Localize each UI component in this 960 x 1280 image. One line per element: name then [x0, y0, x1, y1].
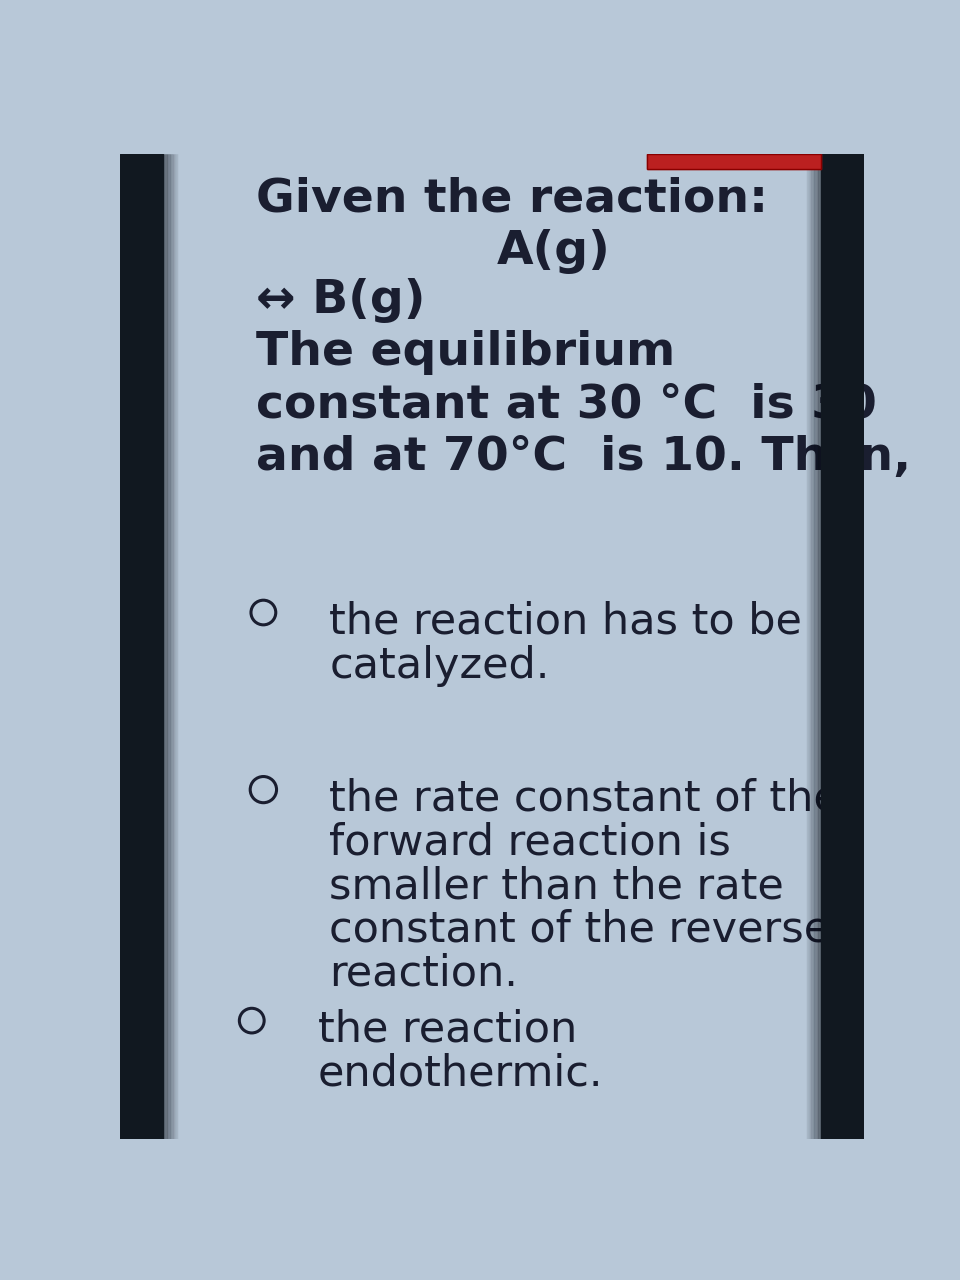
Text: constant at 30 °C  is 30: constant at 30 °C is 30 — [255, 383, 876, 428]
Bar — [647, 154, 822, 169]
Text: reaction.: reaction. — [329, 952, 518, 995]
Text: catalyzed.: catalyzed. — [329, 645, 550, 687]
Text: the reaction has to be: the reaction has to be — [329, 600, 803, 643]
Text: smaller than the rate: smaller than the rate — [329, 865, 784, 908]
Text: endothermic.: endothermic. — [318, 1052, 603, 1094]
Text: the reaction: the reaction — [318, 1009, 577, 1051]
Text: and at 70°C  is 10. Then,: and at 70°C is 10. Then, — [255, 435, 911, 480]
Text: forward reaction is: forward reaction is — [329, 822, 732, 863]
Text: ↔ B(g): ↔ B(g) — [255, 278, 425, 323]
Bar — [822, 154, 864, 1139]
Text: Given the reaction:: Given the reaction: — [255, 177, 768, 221]
Text: the rate constant of the: the rate constant of the — [329, 777, 840, 819]
Text: constant of the reverse: constant of the reverse — [329, 909, 830, 951]
Text: A(g): A(g) — [497, 229, 611, 274]
Bar — [120, 154, 162, 1139]
Text: The equilibrium: The equilibrium — [255, 330, 675, 375]
Bar — [647, 154, 822, 169]
